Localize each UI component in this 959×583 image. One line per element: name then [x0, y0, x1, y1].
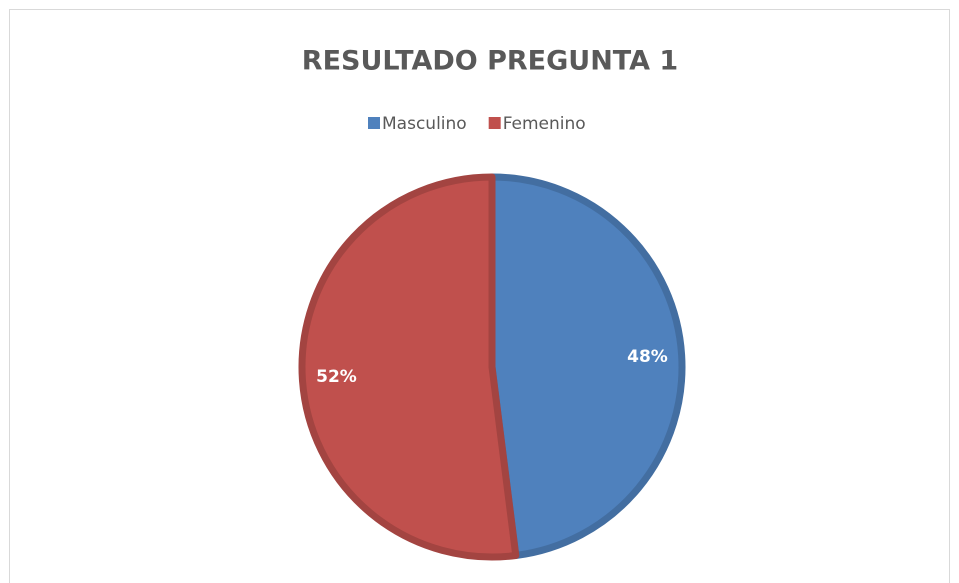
legend-label: Femenino: [503, 114, 586, 134]
data-label: 52%: [316, 367, 357, 387]
legend-swatch: [488, 117, 501, 129]
pie-slice: [298, 173, 520, 561]
legend-label: Masculino: [382, 114, 467, 134]
data-label: 48%: [627, 347, 668, 367]
legend-swatch: [368, 117, 380, 129]
pie-slice: [488, 173, 686, 560]
chart-title: RESULTADO PREGUNTA 1: [302, 46, 678, 77]
